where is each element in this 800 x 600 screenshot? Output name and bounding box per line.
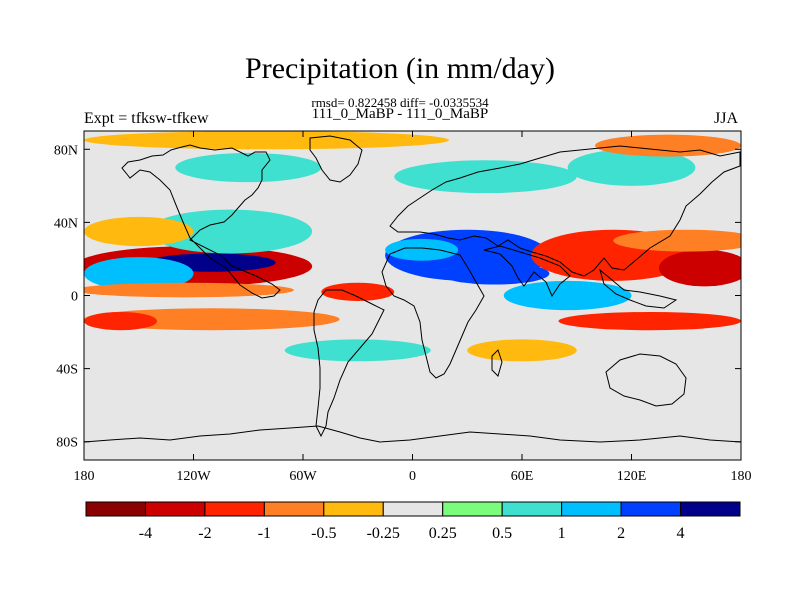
colorbar-swatch [323,501,384,517]
colorbar-label: 0.25 [429,525,457,542]
anomaly-field [84,131,741,362]
coastline-africa [381,247,485,379]
experiment-label: Expt = tfksw-tfkew [84,110,209,127]
anomaly-patch [84,131,449,150]
coastline-antarctica [84,425,741,443]
colorbar-label: 1 [558,525,566,542]
coastline-madagascar [491,349,503,377]
colorbar-label: 0.5 [492,525,512,542]
anomaly-patch [385,238,459,261]
colorbar-label: 2 [617,525,625,542]
x-tick-label: 180 [74,469,95,484]
colorbar-swatch [442,501,503,517]
anomaly-patch [84,257,194,291]
y-tick-label: 40S [56,363,78,378]
y-tick-label: 80S [56,436,78,451]
chart-title: Precipitation (in mm/day) [245,52,555,85]
colorbar-label: -0.25 [367,525,400,542]
chart-subtitle: 111_0_MaBP - 111_0_MaBP [311,106,489,122]
colorbar-swatch [204,501,265,517]
colorbar-label: -4 [139,525,152,542]
anomaly-patch [503,280,632,311]
anomaly-patch [84,311,157,331]
anomaly-patch [558,311,741,331]
anomaly-patch [439,262,550,285]
colorbar-swatch [263,501,325,517]
anomaly-patch [175,152,322,183]
x-tick-label: 60E [511,469,534,484]
season-label: JJA [714,110,739,127]
anomaly-patch [567,149,696,186]
coastline-south-america [313,289,385,438]
coastline-australia [605,353,687,407]
y-axis: 80N 40N 0 40S 80S [54,143,741,451]
anomaly-patch [467,339,577,362]
x-tick-label: 0 [409,469,416,484]
anomaly-patch [394,160,577,194]
colorbar-label: -2 [198,525,211,542]
colorbar-swatch [680,501,741,517]
anomaly-patch [84,216,194,247]
x-axis: 180 120W 60W 0 60E 120E 180 [74,131,752,484]
coastline-southeast-asia [599,268,678,309]
coastline-north-america [121,144,281,299]
coastline-eurasia [389,145,741,277]
coastline-arabia-india [483,245,571,298]
colorbar-swatch [561,501,622,517]
x-tick-label: 120W [176,469,211,484]
colorbar-swatch [382,501,444,517]
anomaly-patch [321,282,395,301]
colorbar-swatch [501,501,563,517]
anomaly-patch [84,282,294,298]
colorbar-swatch [144,501,206,517]
colorbar-label: 4 [677,525,685,542]
y-tick-label: 80N [54,143,78,158]
anomaly-patch [658,249,741,287]
colorbar-swatch [620,501,682,517]
colorbar-label: -0.5 [311,525,336,542]
anomaly-patch [595,134,741,157]
x-tick-label: 120E [617,469,647,484]
y-tick-label: 0 [71,290,78,305]
continent-outlines [84,135,741,443]
x-tick-label: 180 [731,469,752,484]
anomaly-patch [147,209,313,254]
rmsd-diff-stats: rmsd= 0.822458 diff= -0.0335534 [311,95,489,110]
x-tick-label: 60W [289,469,317,484]
anomaly-patch [613,229,741,252]
y-tick-label: 40N [54,216,78,231]
coastline-greenland [309,135,363,183]
colorbar-label: -1 [258,525,271,542]
colorbar: -4 -2 -1 -0.5 -0.25 0.25 0.5 1 2 4 [85,501,741,542]
colorbar-swatch [85,501,146,517]
